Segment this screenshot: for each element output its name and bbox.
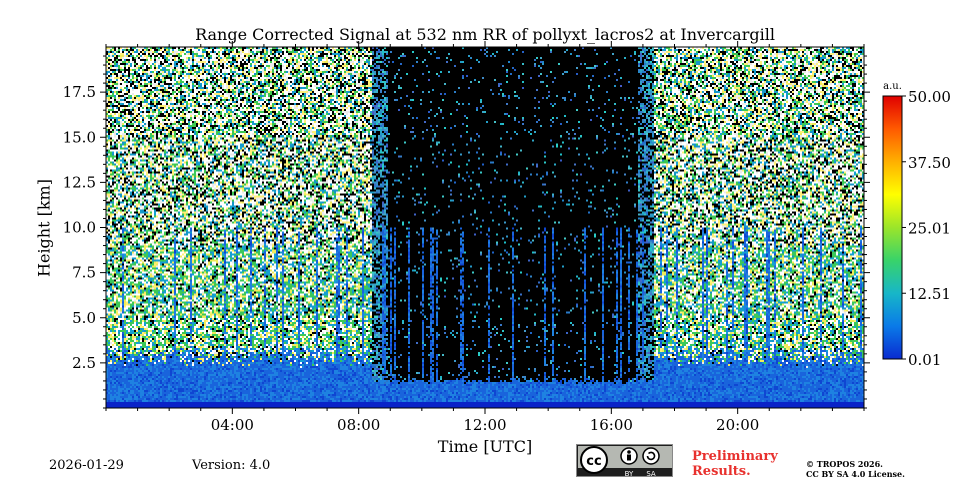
license-line-2: CC BY SA 4.0 License. (806, 469, 905, 479)
preliminary-note: Preliminary Results. (692, 449, 778, 479)
cc-license-badge: cc BY SA (576, 444, 673, 478)
colorbar-gradient (882, 95, 903, 360)
by-label: BY (625, 470, 634, 478)
y-tick-label: 7.5 (72, 264, 96, 282)
y-axis-label: Height [km] (34, 179, 54, 277)
y-tick-label: 10.0 (63, 219, 96, 237)
heatmap-plot (106, 47, 864, 408)
x-tick-label: 20:00 (716, 416, 759, 434)
x-tick-label: 12:00 (463, 416, 506, 434)
cc-label: cc (586, 454, 601, 469)
y-tick-label: 2.5 (72, 354, 96, 372)
license-line-1: © TROPOS 2026. (806, 459, 883, 469)
cc-icon (580, 446, 608, 474)
signal-heatmap-image (106, 47, 864, 408)
y-tick-label: 12.5 (63, 173, 96, 191)
x-tick-label: 04:00 (211, 416, 254, 434)
preliminary-line-2: Results. (692, 464, 751, 479)
y-axis: 2.5 5.0 7.5 10.0 12.5 15.0 17.5 (63, 55, 870, 409)
colorbar: a.u. 0.01 12.51 25.01 37.50 50.00 (882, 81, 951, 369)
colorbar-unit: a.u. (883, 81, 902, 92)
y-tick-label: 17.5 (63, 83, 96, 101)
date-label: 2026-01-29 (49, 458, 124, 473)
y-tick-label: 15.0 (63, 128, 96, 146)
colorbar-tick-label: 12.51 (908, 285, 951, 303)
version-label: Version: 4.0 (192, 458, 271, 473)
colorbar-tick-label: 0.01 (908, 351, 941, 369)
preliminary-line-1: Preliminary (692, 449, 778, 464)
x-axis-label: Time [UTC] (437, 437, 533, 456)
colorbar-tick-label: 25.01 (908, 219, 951, 237)
sa-label: SA (646, 470, 656, 478)
x-tick-label: 16:00 (590, 416, 633, 434)
chart-title: Range Corrected Signal at 532 nm RR of p… (195, 25, 775, 44)
cc-badge-icon: cc BY SA (578, 446, 672, 478)
y-tick-label: 5.0 (72, 309, 96, 327)
x-axis: 04:00 08:00 12:00 16:00 20:00 (105, 41, 865, 434)
license-note: © TROPOS 2026. CC BY SA 4.0 License. (806, 459, 905, 479)
colorbar-tick-label: 50.00 (908, 88, 951, 106)
x-tick-label: 08:00 (337, 416, 380, 434)
colorbar-tick-label: 37.50 (908, 154, 951, 172)
share-alike-icon (642, 447, 660, 465)
